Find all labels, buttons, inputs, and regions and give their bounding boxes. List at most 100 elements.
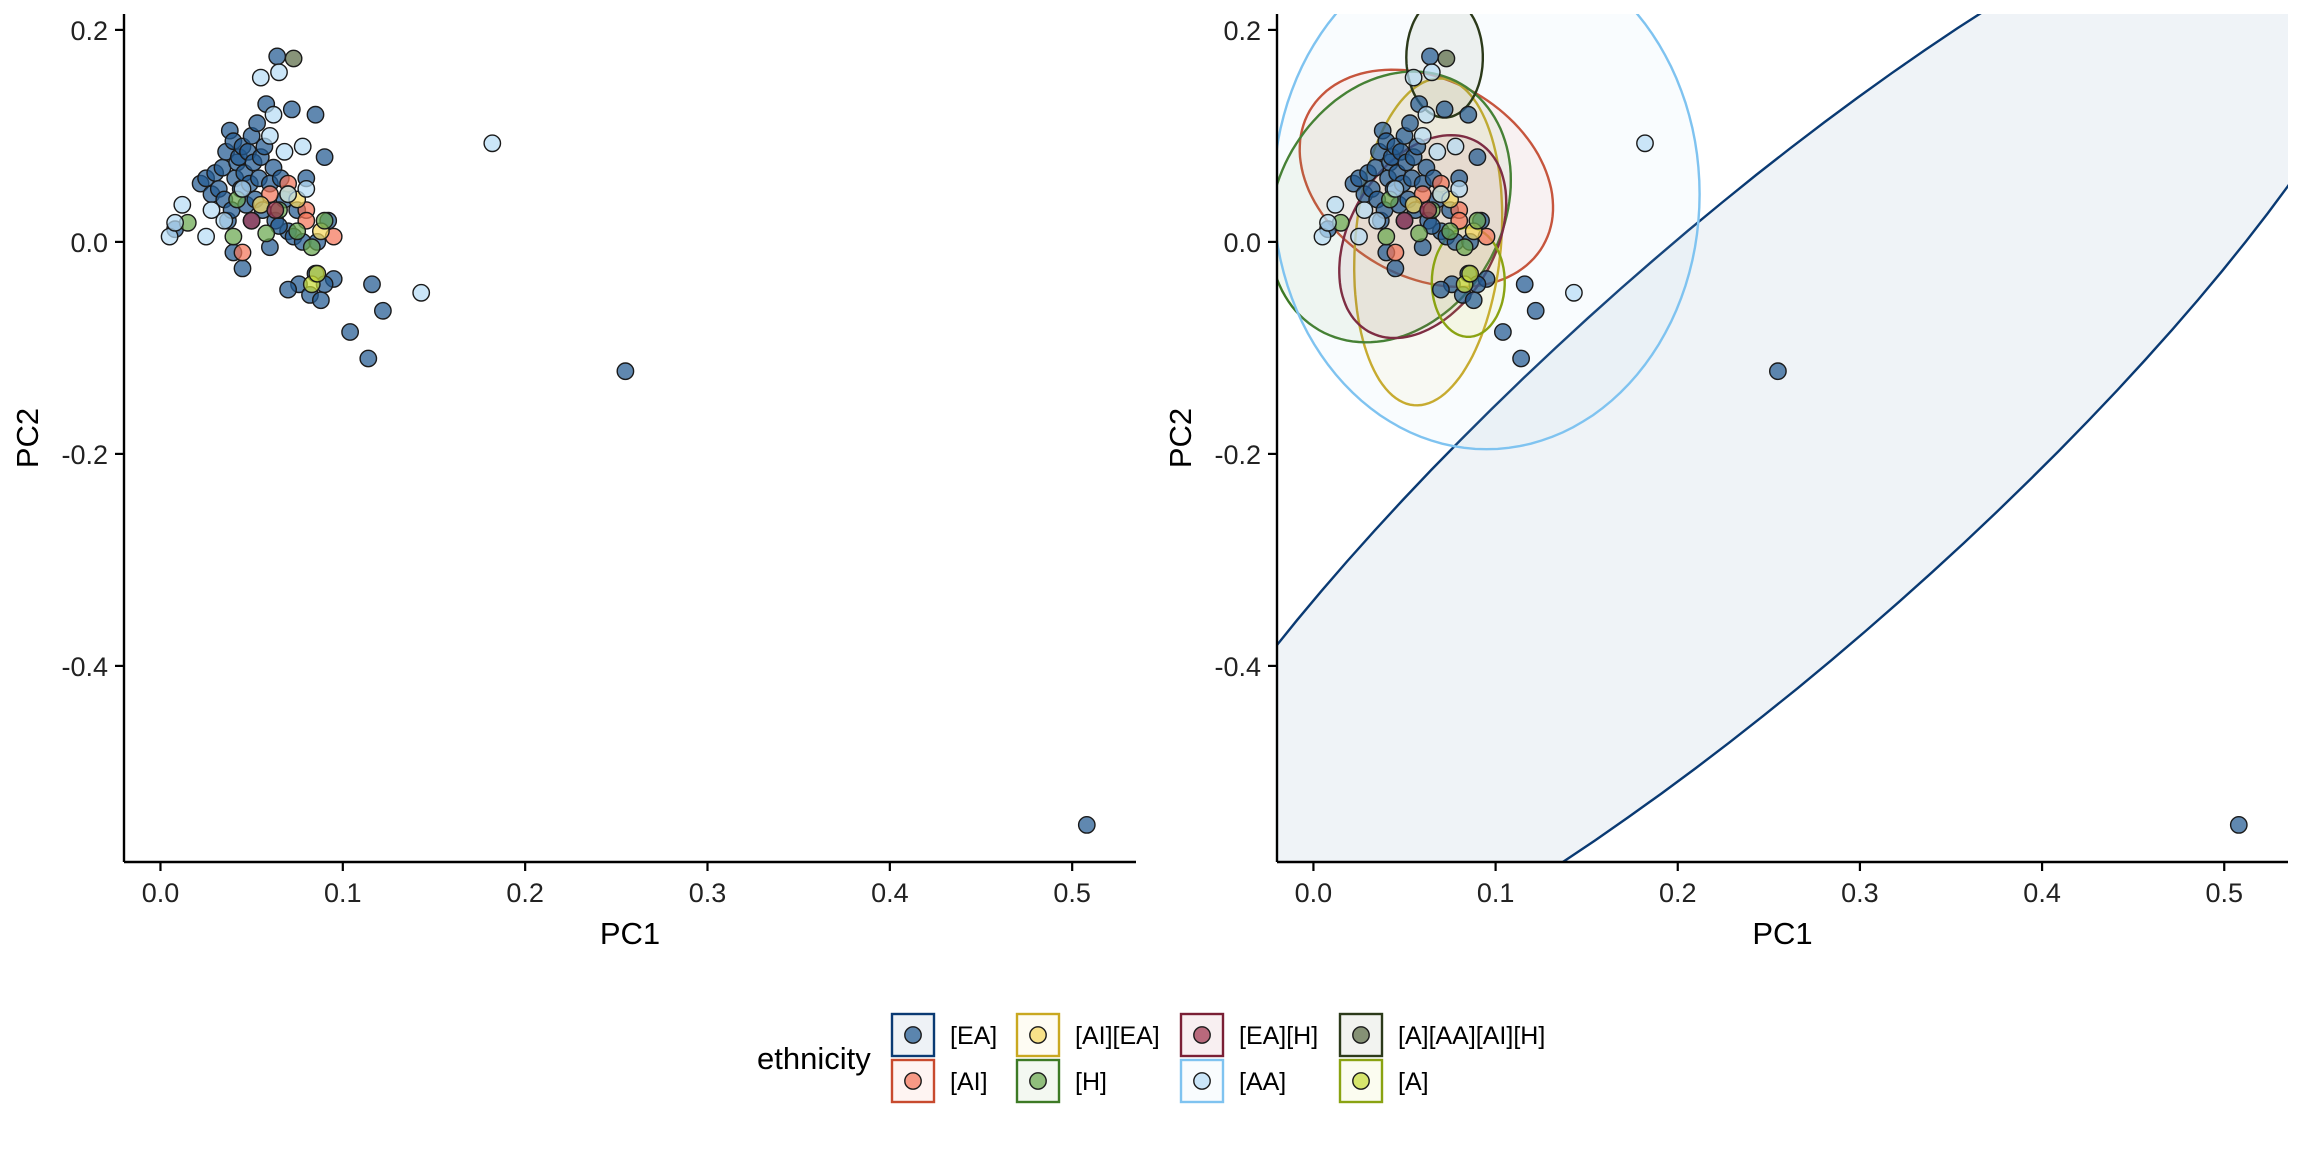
data-point xyxy=(293,137,312,156)
data-point xyxy=(1450,179,1469,198)
legend-marker xyxy=(1352,1026,1370,1044)
legend-item: [A] xyxy=(1338,1058,1429,1104)
data-point xyxy=(284,49,303,68)
data-point xyxy=(359,349,378,368)
legend: ethnicity[EA] [AI][EA] [EA][H] [A][AA][AI][… xyxy=(757,1012,1545,1104)
y-tick-label: -0.2 xyxy=(61,440,108,470)
data-point xyxy=(215,211,234,230)
legend-label: [AI] xyxy=(950,1068,988,1096)
data-point xyxy=(1326,195,1345,214)
data-point xyxy=(1421,47,1439,66)
data-point xyxy=(1512,349,1531,368)
data-point xyxy=(173,195,192,214)
legend-item: [H] xyxy=(1015,1058,1107,1104)
y-tick-label: -0.4 xyxy=(1214,652,1261,682)
data-point xyxy=(1386,243,1405,262)
legend-marker xyxy=(1193,1026,1211,1044)
data-point xyxy=(202,201,221,220)
x-tick-label: 0.5 xyxy=(2205,878,2243,908)
panel-left: 0.0 0.1 0.2 0.3 0.4 0.5 0.2 0.0 -0.2 -0.4 PC1 PC2 xyxy=(10,14,1136,951)
legend-label: [H] xyxy=(1075,1068,1107,1096)
data-point xyxy=(1417,105,1436,124)
y-tick-label: 0.0 xyxy=(1223,228,1261,258)
data-point xyxy=(306,105,325,124)
data-point xyxy=(270,63,288,82)
legend-marker xyxy=(904,1072,922,1090)
data-point xyxy=(2229,816,2248,834)
x-axis-title: PC1 xyxy=(1752,916,1812,951)
y-axis-title: PC2 xyxy=(10,408,45,468)
legend-item: [EA][H] xyxy=(1179,1012,1318,1058)
legend-label: [AI][EA] xyxy=(1075,1022,1160,1050)
data-point xyxy=(233,243,252,262)
legend-item: [AI] xyxy=(890,1058,988,1104)
x-tick-label: 0.4 xyxy=(871,878,909,908)
y-tick-label: 0.2 xyxy=(70,16,108,46)
data-point xyxy=(1459,105,1478,124)
legend-marker xyxy=(1029,1072,1047,1090)
ellipse-ea xyxy=(1277,14,2288,862)
legend-label: [AA] xyxy=(1239,1068,1286,1096)
data-point xyxy=(1437,49,1456,68)
data-point xyxy=(1386,179,1405,198)
data-point xyxy=(282,100,301,119)
data-point xyxy=(1422,63,1441,82)
data-point xyxy=(1455,238,1474,257)
x-tick-label: 0.3 xyxy=(1841,878,1879,908)
data-point xyxy=(1526,301,1545,320)
data-point xyxy=(279,185,297,204)
data-point xyxy=(166,213,185,232)
data-point xyxy=(279,280,297,299)
y-tick-label: -0.2 xyxy=(1214,440,1261,470)
legend-marker xyxy=(1352,1072,1370,1090)
ellipse-layer xyxy=(1277,14,2288,862)
data-point xyxy=(1464,291,1483,310)
data-point xyxy=(1432,185,1450,204)
points-layer xyxy=(160,47,1096,834)
data-point xyxy=(233,179,252,198)
data-point xyxy=(1468,211,1487,230)
data-point xyxy=(275,142,294,161)
data-point xyxy=(1413,126,1432,145)
data-point xyxy=(1468,148,1487,167)
data-point xyxy=(233,259,252,278)
y-tick-label: 0.2 xyxy=(1223,16,1261,46)
data-point xyxy=(1636,134,1654,153)
data-point xyxy=(373,301,392,320)
x-tick-label: 0.3 xyxy=(689,878,727,908)
data-point xyxy=(1401,114,1419,133)
x-tick-label: 0.0 xyxy=(1295,878,1333,908)
data-point xyxy=(308,264,327,283)
data-point xyxy=(1769,362,1787,381)
y-axis-title: PC2 xyxy=(1163,408,1198,468)
legend-item: [EA] xyxy=(890,1012,997,1058)
data-point xyxy=(1446,137,1465,156)
legend-item: [A][AA][AI][H] xyxy=(1338,1012,1545,1058)
data-point xyxy=(341,323,359,341)
data-point xyxy=(1350,227,1368,246)
data-point xyxy=(1419,201,1438,220)
data-point xyxy=(363,275,381,294)
x-tick-label: 0.1 xyxy=(1477,878,1515,908)
data-point xyxy=(1461,264,1480,283)
data-point xyxy=(242,211,261,230)
x-tick-label: 0.1 xyxy=(324,878,362,908)
data-point xyxy=(1494,323,1512,341)
data-point xyxy=(1515,275,1534,294)
data-point xyxy=(311,291,330,310)
legend-label: [A][AA][AI][H] xyxy=(1398,1022,1545,1050)
x-axis-title: PC1 xyxy=(600,916,660,951)
data-point xyxy=(197,227,216,246)
data-point xyxy=(1077,816,1096,834)
data-point xyxy=(412,283,431,302)
data-point xyxy=(1377,227,1396,246)
points-layer xyxy=(1313,47,2248,834)
legend-label: [EA] xyxy=(950,1022,997,1050)
data-point xyxy=(1355,201,1374,220)
legend-key xyxy=(1338,1012,1384,1058)
x-tick-label: 0.5 xyxy=(1053,878,1091,908)
data-point xyxy=(1441,222,1460,241)
data-point xyxy=(1368,211,1387,230)
data-point xyxy=(251,68,270,87)
